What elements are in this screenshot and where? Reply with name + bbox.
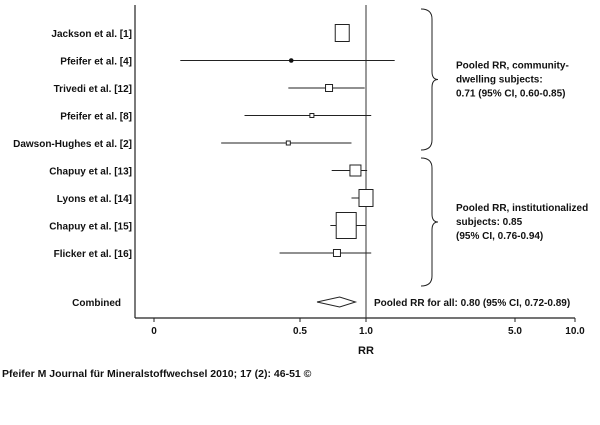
- study-label: Jackson et al. [1]: [51, 29, 132, 40]
- study-label: Flicker et al. [16]: [54, 249, 132, 260]
- point-estimate-square: [358, 189, 374, 207]
- point-estimate-square: [332, 249, 341, 257]
- point-estimate-square: [325, 84, 334, 92]
- point-estimate-square: [349, 164, 362, 177]
- x-tick-label: 0: [151, 326, 157, 337]
- x-tick-label: 0.5: [293, 326, 307, 337]
- study-label: Pfeifer et al. [4]: [60, 57, 132, 68]
- pooled-group-text: 0.71 (95% CI, 0.60-0.85): [456, 89, 566, 100]
- group-brace: [420, 8, 439, 151]
- group-brace: [420, 157, 439, 287]
- study-label: Chapuy et al. [13]: [49, 167, 132, 178]
- pooled-group-text: dwelling subjects:: [456, 75, 543, 86]
- pooled-group-text: Pooled RR, institutionalized: [456, 203, 588, 214]
- x-tick-label: 10.0: [565, 326, 585, 337]
- pooled-group-text: Pooled RR, community-: [456, 61, 569, 72]
- pooled-group-text: (95% CI, 0.76-0.94): [456, 231, 543, 242]
- study-label: Lyons et al. [14]: [57, 194, 132, 205]
- point-estimate-square: [335, 212, 357, 239]
- point-estimate-square: [334, 24, 350, 42]
- combined-label: Combined: [72, 298, 121, 309]
- study-label: Pfeifer et al. [8]: [60, 112, 132, 123]
- point-estimate-square: [309, 113, 315, 118]
- study-label: Dawson-Hughes et al. [2]: [13, 139, 132, 150]
- combined-diamond: [316, 296, 358, 308]
- combined-summary-text: Pooled RR for all: 0.80 (95% CI, 0.72-0.…: [374, 298, 570, 309]
- pooled-group-text: subjects: 0.85: [456, 217, 523, 228]
- point-estimate-dot: [288, 58, 294, 63]
- forest-plot: 0 0.5 1.0 5.0 10.0 RR Jackson et al. [1] Pfeife…: [13, 5, 588, 357]
- x-tick-label: 5.0: [508, 326, 522, 337]
- x-axis-title: RR: [358, 345, 374, 357]
- source-caption: Pfeifer M Journal für Mineralstoffwechse…: [2, 368, 312, 380]
- study-label: Chapuy et al. [15]: [49, 222, 132, 233]
- x-tick-label: 1.0: [359, 326, 373, 337]
- point-estimate-square: [285, 140, 291, 146]
- study-label: Trivedi et al. [12]: [54, 84, 132, 95]
